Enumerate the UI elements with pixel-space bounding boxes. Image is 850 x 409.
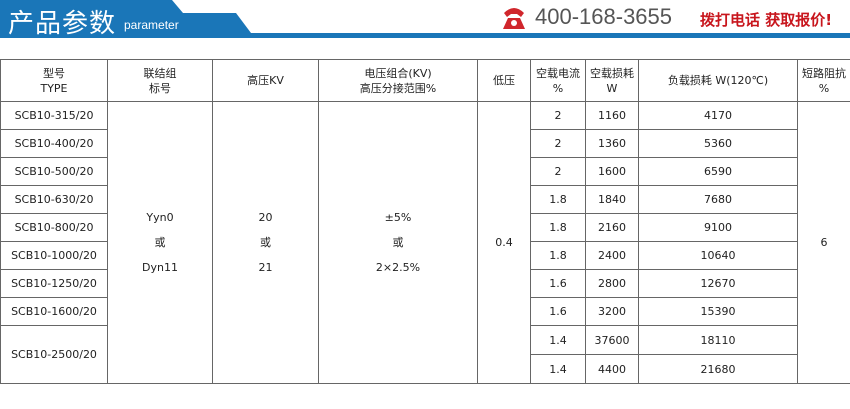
value-cell: 18110 (638, 325, 798, 355)
value-cell: 2800 (585, 269, 639, 298)
merged-cell: 20 或 21 (212, 101, 319, 384)
value-cell: 1160 (585, 101, 639, 130)
header-line: 空载损耗 (590, 66, 634, 80)
value-cell: 21680 (638, 354, 798, 384)
table-row: SCB10-800/20 1.8 2160 9100 (0, 213, 850, 242)
header-line: 高压KV (247, 74, 284, 87)
value-cell: 2 (530, 101, 586, 130)
merged-cell: Yyn0 或 Dyn11 (107, 101, 213, 384)
column-header: 负载损耗 W(120℃) (638, 59, 798, 102)
value-cell: 1360 (585, 129, 639, 158)
value-cell: 1.4 (530, 354, 586, 384)
value-cell: 1840 (585, 185, 639, 214)
model-cell: SCB10-1000/20 (0, 241, 108, 270)
model-cell: SCB10-500/20 (0, 157, 108, 186)
value-cell: 12670 (638, 269, 798, 298)
model-cell: SCB10-800/20 (0, 213, 108, 242)
cell-line: 或 (154, 236, 166, 249)
cell-line: ±5% (384, 211, 412, 224)
table-row: SCB10-1000/20 1.8 2400 10640 (0, 241, 850, 270)
table-row: SCB10-315/20 Yyn0 或 Dyn11 20 或 21 ±5% 或 2×2.5% 0.4… (0, 101, 850, 384)
phone-number[interactable]: 400-168-3655 (535, 4, 673, 29)
column-header: 高压KV (212, 59, 319, 102)
column-header: 短路阻抗% (797, 59, 850, 102)
value-cell: 2 (530, 129, 586, 158)
value-cell: 9100 (638, 213, 798, 242)
model-cell: SCB10-400/20 (0, 129, 108, 158)
header-line: 型号 (43, 66, 65, 80)
header-line: 短路阻抗 (802, 66, 846, 80)
cell-line: 21 (258, 261, 273, 274)
value-cell: 7680 (638, 185, 798, 214)
header-line: 联结组 (143, 66, 177, 80)
merged-cell: ±5% 或 2×2.5% (318, 101, 478, 384)
column-header: 型号 TYPE (0, 59, 108, 102)
cell-line: 或 (392, 236, 404, 249)
value-cell: 1.4 (530, 325, 586, 355)
value-cell: 1.6 (530, 269, 586, 298)
value-cell: 3200 (585, 297, 639, 326)
column-header: 空载损耗 W (585, 59, 639, 102)
value-cell: 1.8 (530, 241, 586, 270)
value-cell: 2160 (585, 213, 639, 242)
cell-line: Yyn0 (146, 211, 174, 224)
value-cell: 4170 (638, 101, 798, 130)
table-row: SCB10-630/20 1.8 1840 7680 (0, 185, 850, 214)
header-line: W (606, 81, 618, 95)
header-line: 低压 (493, 74, 515, 87)
value-cell: 6590 (638, 157, 798, 186)
table-row: SCB10-400/20 2 1360 5360 (0, 129, 850, 158)
phone-icon (503, 8, 525, 29)
value-cell: 2 (530, 157, 586, 186)
header-line: % (552, 81, 564, 95)
page-title: 产品参数 (8, 9, 117, 39)
cell-line: 或 (260, 236, 271, 249)
value-cell: 1.6 (530, 297, 586, 326)
cell-line: 20 (258, 211, 273, 224)
value-cell: 10640 (638, 241, 798, 270)
table-row: 1.4 4400 21680 (1, 354, 850, 384)
header-line: 标号 (149, 81, 171, 95)
value-cell: 4400 (585, 354, 639, 384)
table-row: SCB10-2500/20 1.4 37600 18110 (0, 325, 850, 384)
model-cell: SCB10-2500/20 (0, 325, 108, 384)
header-line: 电压组合(KV) (364, 66, 432, 80)
call-to-action[interactable]: 拨打电话 获取报价! (700, 11, 833, 29)
column-header: 电压组合(KV) 高压分接范围% (318, 59, 478, 102)
cell-line: Dyn11 (142, 261, 178, 274)
model-cell: SCB10-1250/20 (0, 269, 108, 298)
header-line: 负载损耗 W(120℃) (667, 74, 769, 87)
column-header: 低压 (477, 59, 531, 102)
impedance-cell: 6 (797, 101, 850, 384)
table-row: SCB10-1250/20 1.6 2800 12670 (0, 269, 850, 298)
header-line: 空载电流 (536, 66, 580, 80)
value-cell: 2400 (585, 241, 639, 270)
header-banner (0, 0, 850, 38)
header-line: 高压分接范围% (359, 81, 437, 95)
column-header: 空载电流% (530, 59, 586, 102)
value-cell: 1.8 (530, 185, 586, 214)
value-cell: 1.8 (530, 213, 586, 242)
value-cell: 15390 (638, 297, 798, 326)
column-header: 联结组 标号 (107, 59, 213, 102)
lv-cell: 0.4 (477, 101, 531, 384)
model-cell: SCB10-315/20 (0, 101, 108, 130)
header-line: TYPE (40, 81, 68, 95)
page-subtitle: parameter (124, 18, 179, 32)
table-row: SCB10-500/20 2 1600 6590 (0, 157, 850, 186)
value-cell: 37600 (585, 325, 639, 355)
model-cell: SCB10-630/20 (0, 185, 108, 214)
header-line: % (818, 81, 830, 95)
parameter-table: 型号 TYPE 联结组 标号 高压KV 电压组合(KV) 高压分接范围% 低压 空载电流% 空载损… (0, 59, 850, 384)
model-cell: SCB10-1600/20 (0, 297, 108, 326)
value-cell: 1600 (585, 157, 639, 186)
value-cell: 5360 (638, 129, 798, 158)
cell-line: 2×2.5% (375, 261, 421, 274)
